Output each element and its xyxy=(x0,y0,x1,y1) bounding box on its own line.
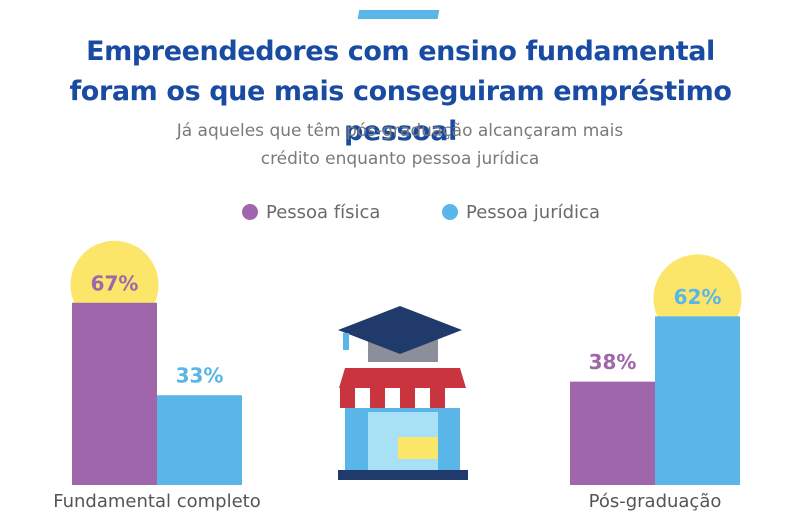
value-label: 33% xyxy=(176,364,224,388)
value-label: 67% xyxy=(91,271,139,295)
top-dash xyxy=(357,10,440,19)
chart-subtitle: Já aqueles que têm pós-graduação alcança… xyxy=(176,121,624,169)
bar xyxy=(570,381,655,485)
value-label: 62% xyxy=(674,285,722,309)
legend-label: Pessoa jurídica xyxy=(466,202,600,223)
category-label: Pós-graduação xyxy=(589,491,722,512)
value-label: 38% xyxy=(589,350,637,374)
bar xyxy=(655,316,740,485)
legend-swatch xyxy=(242,204,258,220)
legend-swatch xyxy=(442,204,458,220)
legend-label: Pessoa física xyxy=(266,202,380,223)
category-label: Fundamental completo xyxy=(53,491,260,512)
bar xyxy=(72,302,157,485)
chart-title: Empreendedores com ensino fundamental fo… xyxy=(69,36,732,147)
bar xyxy=(157,395,242,485)
store-icon xyxy=(338,306,468,480)
